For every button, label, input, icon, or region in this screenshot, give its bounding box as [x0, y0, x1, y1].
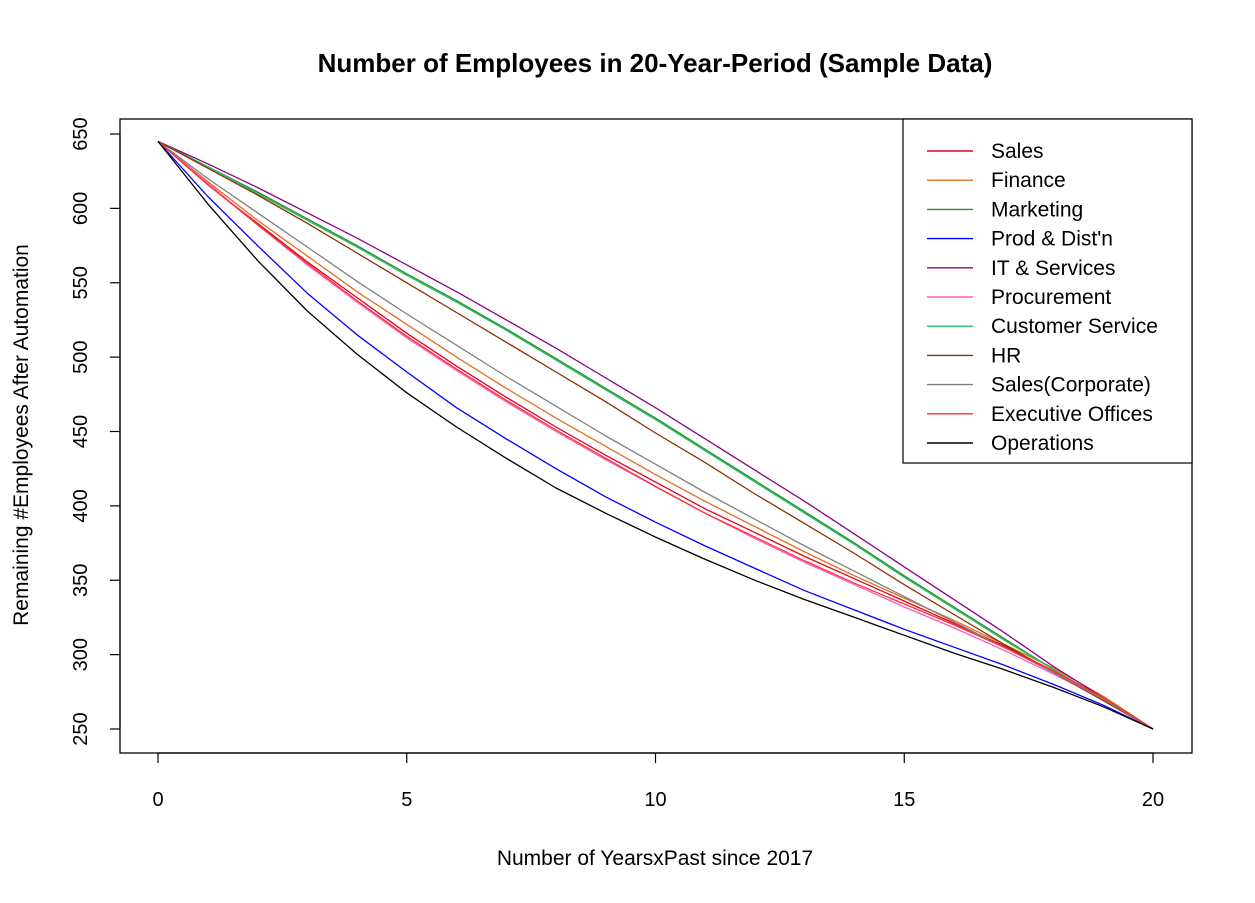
- y-axis: 250 300 350 400 450 500 550 600 650: [70, 117, 121, 746]
- x-tick-label: 20: [1142, 789, 1164, 811]
- legend-label: Procurement: [991, 286, 1111, 309]
- series-line-3: [157, 140, 1154, 730]
- legend-label: Sales: [991, 140, 1044, 163]
- series-line-8: [157, 140, 1154, 730]
- legend-label: Prod & Dist'n: [991, 228, 1113, 251]
- y-tick-label: 300: [70, 638, 92, 671]
- y-tick-label: 450: [70, 415, 92, 448]
- y-tick-label: 600: [70, 192, 92, 225]
- x-axis: 0 5 10 15 20: [152, 752, 1164, 811]
- series-line-9: [157, 140, 1154, 730]
- series-line-2: [157, 140, 1154, 730]
- x-tick-label: 10: [644, 789, 666, 811]
- legend-label: Sales(Corporate): [991, 374, 1151, 397]
- series-line-7: [157, 140, 1154, 730]
- x-tick-label: 5: [401, 789, 412, 811]
- legend-box: [902, 118, 1193, 464]
- x-tick-label: 0: [152, 789, 163, 811]
- y-tick-label: 250: [70, 712, 92, 745]
- chart-title: Number of Employees in 20-Year-Period (S…: [318, 48, 993, 78]
- x-tick-label: 15: [893, 789, 915, 811]
- legend-label: Marketing: [991, 198, 1083, 221]
- series-lines: [157, 140, 1154, 730]
- legend-label: Operations: [991, 432, 1094, 455]
- legend-label: Finance: [991, 169, 1066, 192]
- series-line-1: [157, 140, 1154, 730]
- y-tick-label: 550: [70, 266, 92, 299]
- legend: Sales Finance Marketing Prod & Dist'n IT & S…: [902, 118, 1193, 464]
- y-tick-label: 650: [70, 117, 92, 150]
- y-tick-label: 500: [70, 340, 92, 373]
- y-axis-label: Remaining #Employees After Automation: [10, 244, 33, 626]
- series-line-6: [157, 140, 1154, 730]
- x-axis-label: Number of YearsxPast since 2017: [497, 847, 813, 870]
- y-tick-label: 350: [70, 564, 92, 597]
- y-tick-label: 400: [70, 489, 92, 522]
- legend-label: IT & Services: [991, 257, 1115, 280]
- legend-label: Customer Service: [991, 315, 1158, 338]
- legend-label: HR: [991, 344, 1021, 367]
- legend-label: Executive Offices: [991, 403, 1153, 426]
- series-line-10: [157, 140, 1154, 730]
- series-line-4: [157, 140, 1154, 730]
